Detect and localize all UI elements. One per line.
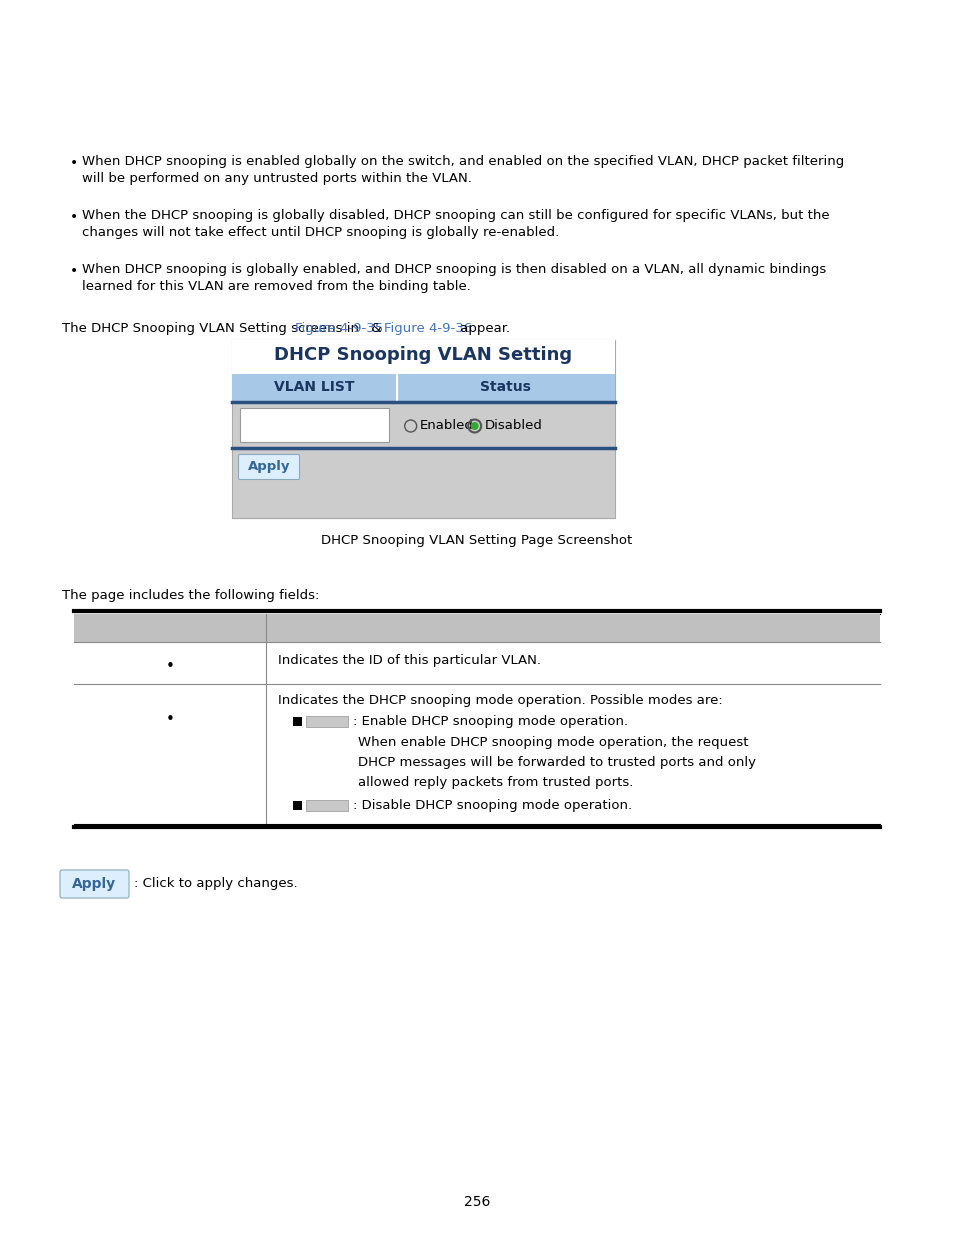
Bar — [74, 614, 879, 642]
Text: allowed reply packets from trusted ports.: allowed reply packets from trusted ports… — [357, 776, 633, 789]
Text: The page includes the following fields:: The page includes the following fields: — [62, 589, 319, 601]
Text: When enable DHCP snooping mode operation, the request: When enable DHCP snooping mode operation… — [357, 736, 748, 748]
Bar — [232, 374, 396, 403]
Text: Status: Status — [480, 380, 531, 394]
Text: : Disable DHCP snooping mode operation.: : Disable DHCP snooping mode operation. — [353, 799, 632, 811]
Bar — [240, 456, 297, 478]
Text: Apply: Apply — [71, 877, 116, 890]
Text: VLAN LIST: VLAN LIST — [274, 380, 355, 394]
Bar — [232, 340, 615, 374]
Text: DHCP Snooping VLAN Setting Page Screenshot: DHCP Snooping VLAN Setting Page Screensh… — [321, 534, 632, 547]
Text: will be performed on any untrusted ports within the VLAN.: will be performed on any untrusted ports… — [82, 172, 472, 185]
Text: The DHCP Snooping VLAN Setting screens in: The DHCP Snooping VLAN Setting screens i… — [62, 322, 363, 335]
Text: : Enable DHCP snooping mode operation.: : Enable DHCP snooping mode operation. — [353, 715, 627, 727]
Bar — [240, 408, 388, 442]
Bar — [293, 802, 302, 810]
Text: changes will not take effect until DHCP snooping is globally re-enabled.: changes will not take effect until DHCP … — [82, 226, 558, 240]
Text: Indicates the ID of this particular VLAN.: Indicates the ID of this particular VLAN… — [277, 655, 540, 667]
Text: •: • — [70, 156, 78, 170]
Text: Enabled: Enabled — [419, 419, 473, 432]
Text: When DHCP snooping is globally enabled, and DHCP snooping is then disabled on a : When DHCP snooping is globally enabled, … — [82, 263, 825, 275]
Text: Figure 4-9-36: Figure 4-9-36 — [383, 322, 472, 335]
Text: •: • — [166, 659, 174, 674]
Text: : Click to apply changes.: : Click to apply changes. — [133, 877, 297, 890]
Text: Disabled: Disabled — [484, 419, 542, 432]
Text: •: • — [166, 713, 174, 727]
Bar — [396, 374, 615, 403]
Bar — [293, 718, 302, 726]
Text: 256: 256 — [463, 1195, 490, 1209]
Text: Figure 4-9-35: Figure 4-9-35 — [294, 322, 383, 335]
FancyBboxPatch shape — [238, 454, 299, 479]
Text: appear.: appear. — [456, 322, 510, 335]
Circle shape — [470, 422, 478, 430]
Text: learned for this VLAN are removed from the binding table.: learned for this VLAN are removed from t… — [82, 280, 471, 293]
Bar — [306, 716, 348, 727]
Text: DHCP messages will be forwarded to trusted ports and only: DHCP messages will be forwarded to trust… — [357, 756, 755, 769]
Text: •: • — [70, 210, 78, 224]
Text: •: • — [70, 264, 78, 278]
Text: When DHCP snooping is enabled globally on the switch, and enabled on the specifi: When DHCP snooping is enabled globally o… — [82, 156, 843, 168]
Bar — [232, 340, 615, 517]
Text: Indicates the DHCP snooping mode operation. Possible modes are:: Indicates the DHCP snooping mode operati… — [277, 694, 722, 706]
Text: Apply: Apply — [248, 459, 290, 473]
Text: When the DHCP snooping is globally disabled, DHCP snooping can still be configur: When the DHCP snooping is globally disab… — [82, 209, 829, 222]
Text: DHCP Snooping VLAN Setting: DHCP Snooping VLAN Setting — [274, 346, 572, 364]
Bar — [306, 800, 348, 811]
Text: &: & — [367, 322, 386, 335]
FancyBboxPatch shape — [60, 869, 129, 898]
